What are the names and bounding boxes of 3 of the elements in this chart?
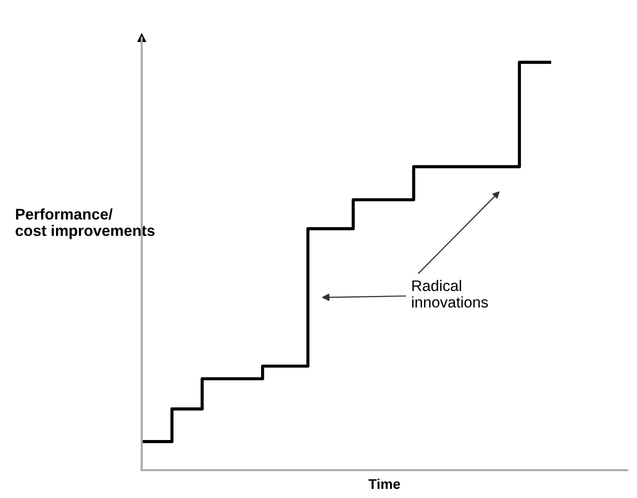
annotation: Radical innovations [412,280,488,308]
y-axis-title: Performance/ cost improvements [16,208,155,240]
x-axis-title: Time [368,478,400,489]
